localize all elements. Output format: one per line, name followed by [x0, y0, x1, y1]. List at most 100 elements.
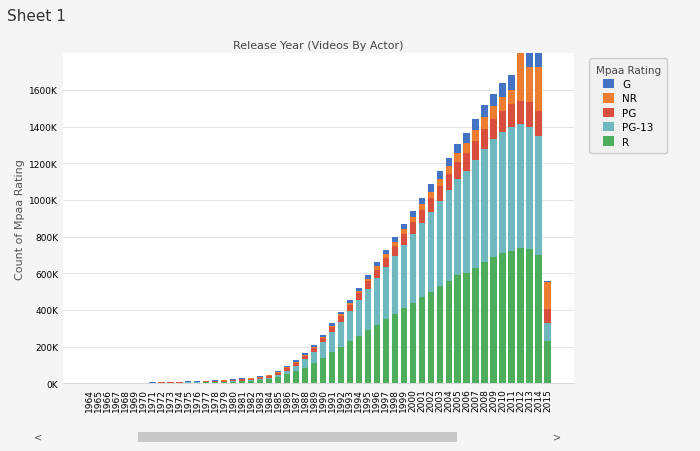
- Bar: [454, 276, 461, 383]
- Bar: [473, 120, 479, 131]
- Bar: [419, 224, 425, 298]
- Bar: [293, 366, 300, 372]
- Bar: [491, 257, 497, 383]
- Bar: [383, 254, 389, 258]
- Bar: [445, 190, 452, 281]
- Bar: [284, 366, 290, 368]
- Bar: [329, 324, 335, 326]
- Bar: [428, 213, 434, 292]
- Bar: [517, 24, 524, 39]
- Bar: [329, 327, 335, 332]
- Bar: [203, 382, 209, 383]
- Bar: [356, 336, 362, 383]
- Bar: [275, 377, 281, 383]
- Bar: [428, 192, 434, 198]
- Bar: [320, 358, 326, 383]
- Bar: [545, 282, 551, 283]
- Bar: [419, 298, 425, 383]
- Bar: [320, 338, 326, 343]
- Bar: [356, 288, 362, 291]
- Bar: [454, 154, 461, 162]
- Bar: [248, 381, 254, 383]
- Bar: [419, 211, 425, 224]
- Bar: [275, 373, 281, 375]
- Bar: [437, 179, 443, 187]
- Bar: [374, 267, 380, 270]
- Bar: [437, 202, 443, 287]
- Text: Sheet 1: Sheet 1: [7, 9, 66, 24]
- Y-axis label: Count of Mpaa Rating: Count of Mpaa Rating: [15, 158, 25, 279]
- Bar: [293, 361, 300, 362]
- Bar: [526, 51, 533, 68]
- Bar: [320, 335, 326, 337]
- Bar: [536, 136, 542, 255]
- Bar: [212, 381, 218, 382]
- Bar: [410, 303, 416, 383]
- Bar: [311, 349, 317, 352]
- Bar: [230, 380, 237, 382]
- Bar: [463, 153, 470, 171]
- Bar: [391, 237, 398, 242]
- Bar: [491, 120, 497, 140]
- Bar: [499, 133, 506, 253]
- Bar: [293, 362, 300, 363]
- Bar: [536, 111, 542, 137]
- Bar: [365, 290, 371, 331]
- Bar: [257, 381, 263, 383]
- Bar: [266, 378, 272, 379]
- Bar: [508, 127, 514, 252]
- Legend: G, NR, PG, PG-13, R: G, NR, PG, PG-13, R: [589, 60, 667, 154]
- Bar: [212, 382, 218, 383]
- Bar: [275, 375, 281, 377]
- Bar: [266, 379, 272, 383]
- Bar: [526, 250, 533, 383]
- Bar: [320, 337, 326, 338]
- Bar: [463, 171, 470, 274]
- Bar: [311, 352, 317, 364]
- Bar: [284, 371, 290, 375]
- Bar: [482, 118, 488, 129]
- Bar: [482, 106, 488, 118]
- Bar: [365, 331, 371, 383]
- Bar: [257, 379, 263, 381]
- Bar: [482, 262, 488, 383]
- Bar: [356, 300, 362, 336]
- Bar: [337, 315, 344, 317]
- Bar: [221, 381, 228, 382]
- Bar: [337, 347, 344, 383]
- Bar: [266, 375, 272, 376]
- Bar: [346, 342, 354, 383]
- Bar: [410, 222, 416, 235]
- Bar: [346, 304, 354, 305]
- Bar: [302, 359, 308, 368]
- Bar: [463, 133, 470, 143]
- Bar: [320, 343, 326, 358]
- Bar: [482, 149, 488, 262]
- Bar: [482, 129, 488, 149]
- Bar: [311, 345, 317, 347]
- Bar: [346, 300, 354, 304]
- Bar: [545, 283, 551, 309]
- Bar: [473, 131, 479, 142]
- Bar: [391, 257, 398, 314]
- Title: Release Year (Videos By Actor): Release Year (Videos By Actor): [233, 41, 404, 51]
- Bar: [391, 246, 398, 257]
- Bar: [445, 175, 452, 190]
- Bar: [337, 317, 344, 322]
- Bar: [203, 381, 209, 382]
- Bar: [437, 287, 443, 383]
- Bar: [284, 375, 290, 383]
- Bar: [346, 312, 354, 342]
- Bar: [445, 281, 452, 383]
- Bar: [400, 309, 407, 383]
- Bar: [230, 379, 237, 380]
- Bar: [499, 111, 506, 133]
- Bar: [257, 378, 263, 379]
- Bar: [491, 107, 497, 120]
- Bar: [445, 166, 452, 175]
- Bar: [337, 322, 344, 347]
- Bar: [428, 198, 434, 213]
- Bar: [302, 368, 308, 383]
- Bar: [346, 305, 354, 312]
- Bar: [463, 143, 470, 153]
